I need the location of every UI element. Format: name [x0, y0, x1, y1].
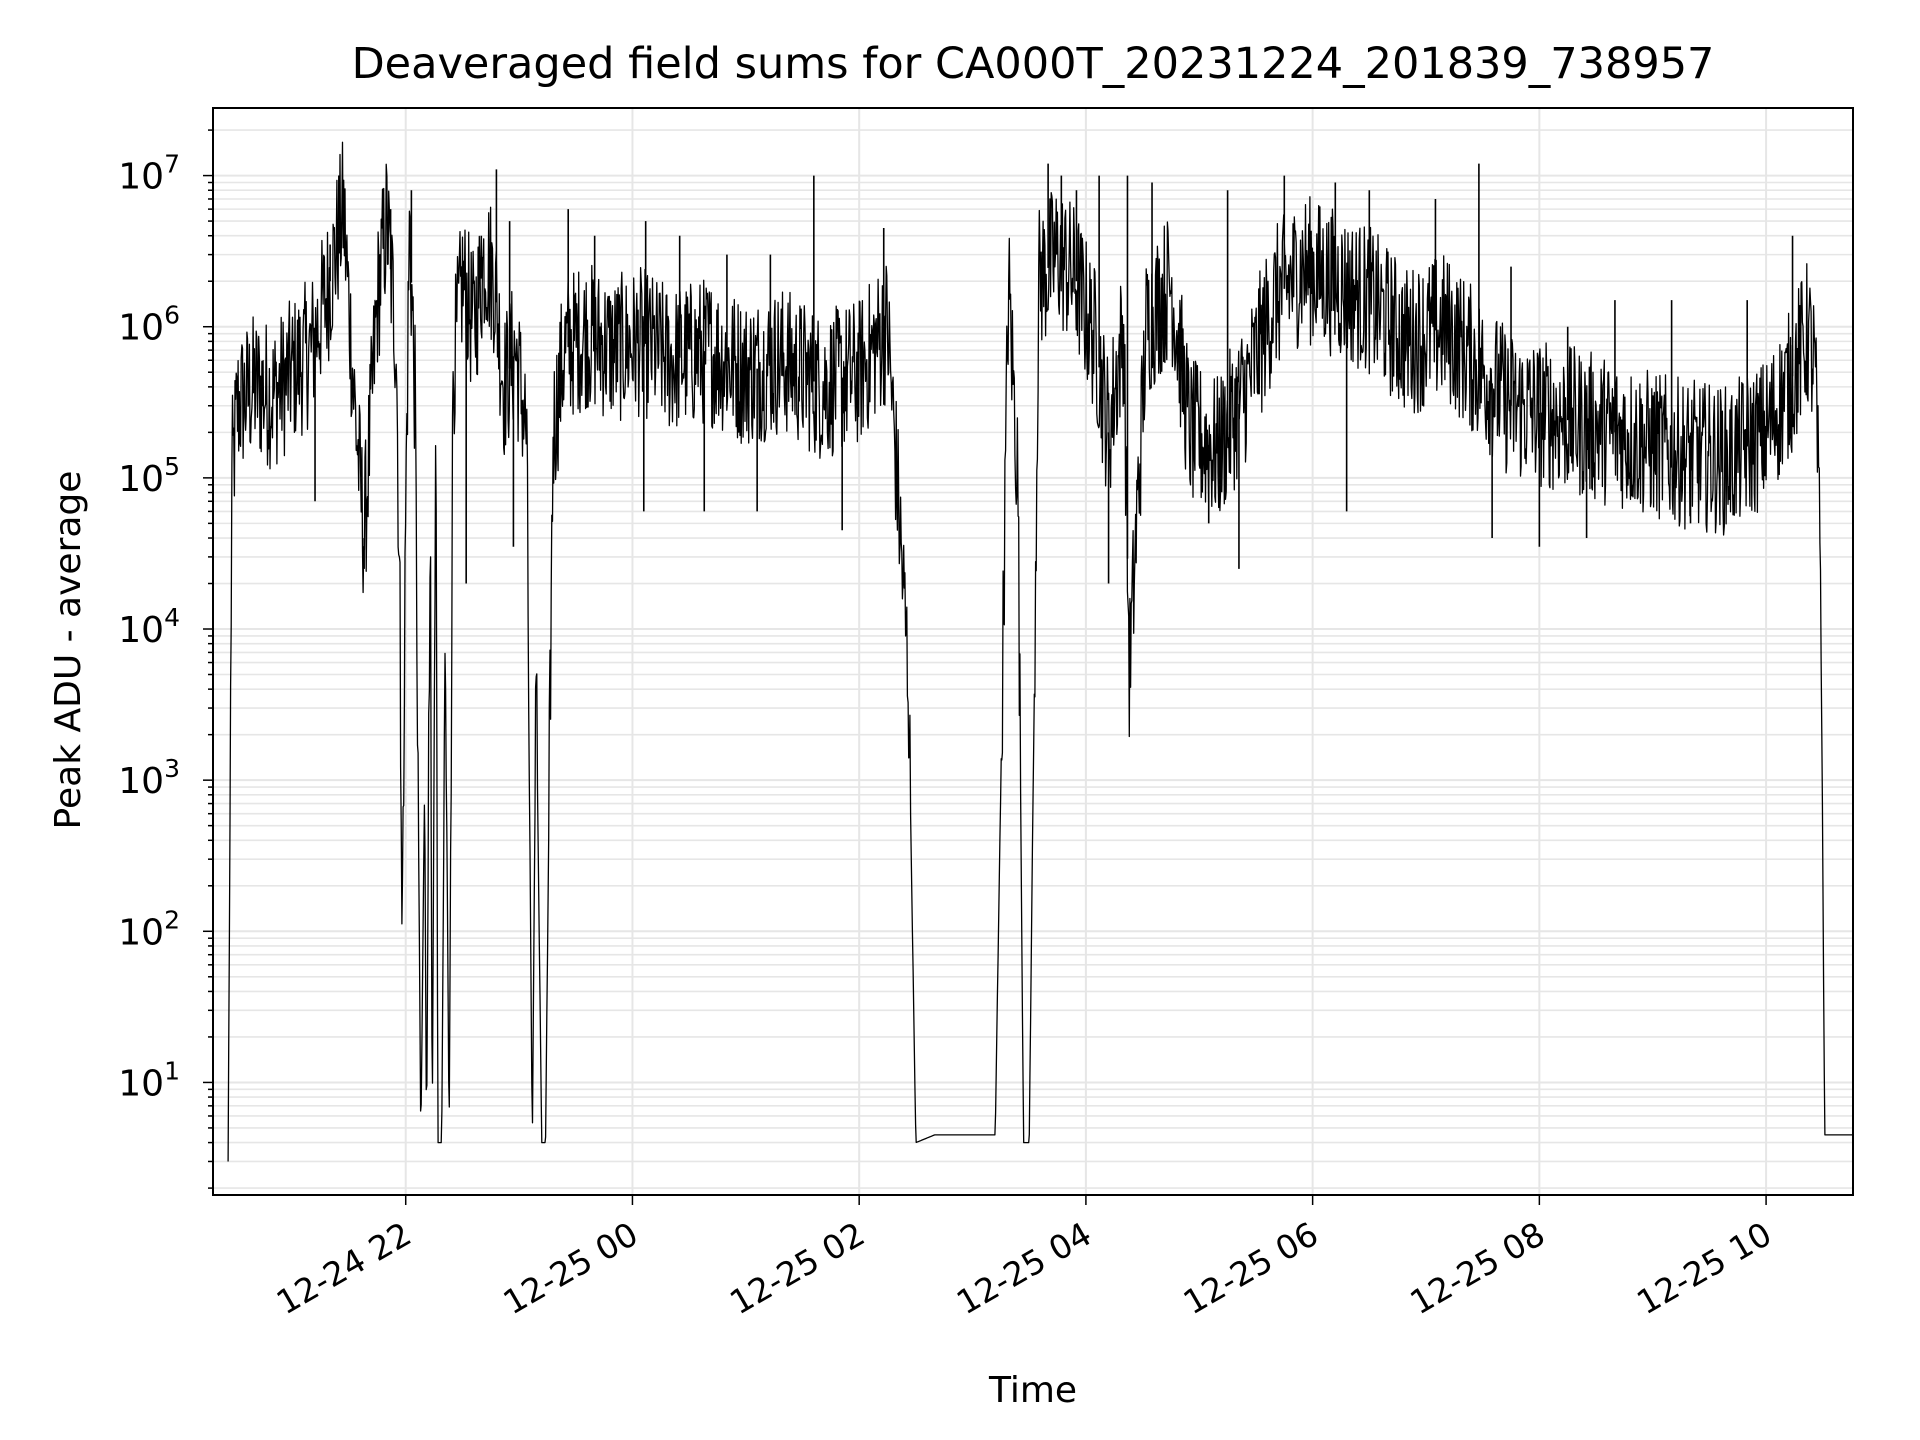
y-tick-base: 10 [118, 157, 164, 198]
y-tick-label: 107 [118, 150, 180, 198]
chart-title: Deaveraged field sums for CA000T_2023122… [352, 39, 1715, 89]
y-tick-exponent: 4 [164, 603, 180, 632]
y-axis-label: Peak ADU - average [48, 471, 89, 830]
y-tick-base: 10 [118, 610, 164, 651]
y-tick-label: 103 [118, 754, 180, 802]
y-tick-exponent: 6 [164, 301, 180, 330]
y-tick-exponent: 5 [164, 452, 180, 481]
y-tick-exponent: 2 [164, 905, 180, 934]
y-tick-label: 101 [118, 1056, 180, 1104]
y-tick-base: 10 [118, 1063, 164, 1104]
y-tick-exponent: 7 [164, 150, 180, 179]
x-axis-label: Time [988, 1370, 1077, 1411]
y-tick-exponent: 1 [164, 1056, 180, 1085]
y-tick-label: 102 [118, 905, 180, 953]
data-series [227, 141, 1854, 1162]
y-tick-label: 106 [118, 301, 180, 349]
y-tick-base: 10 [118, 912, 164, 953]
y-tick-label: 105 [118, 452, 180, 500]
y-tick-base: 10 [118, 459, 164, 500]
y-tick-exponent: 3 [164, 754, 180, 783]
plot-frame [212, 107, 1854, 1196]
y-tick-base: 10 [118, 761, 164, 802]
y-tick-base: 10 [118, 308, 164, 349]
data-line [227, 141, 1854, 1162]
y-tick-label: 104 [118, 603, 180, 651]
